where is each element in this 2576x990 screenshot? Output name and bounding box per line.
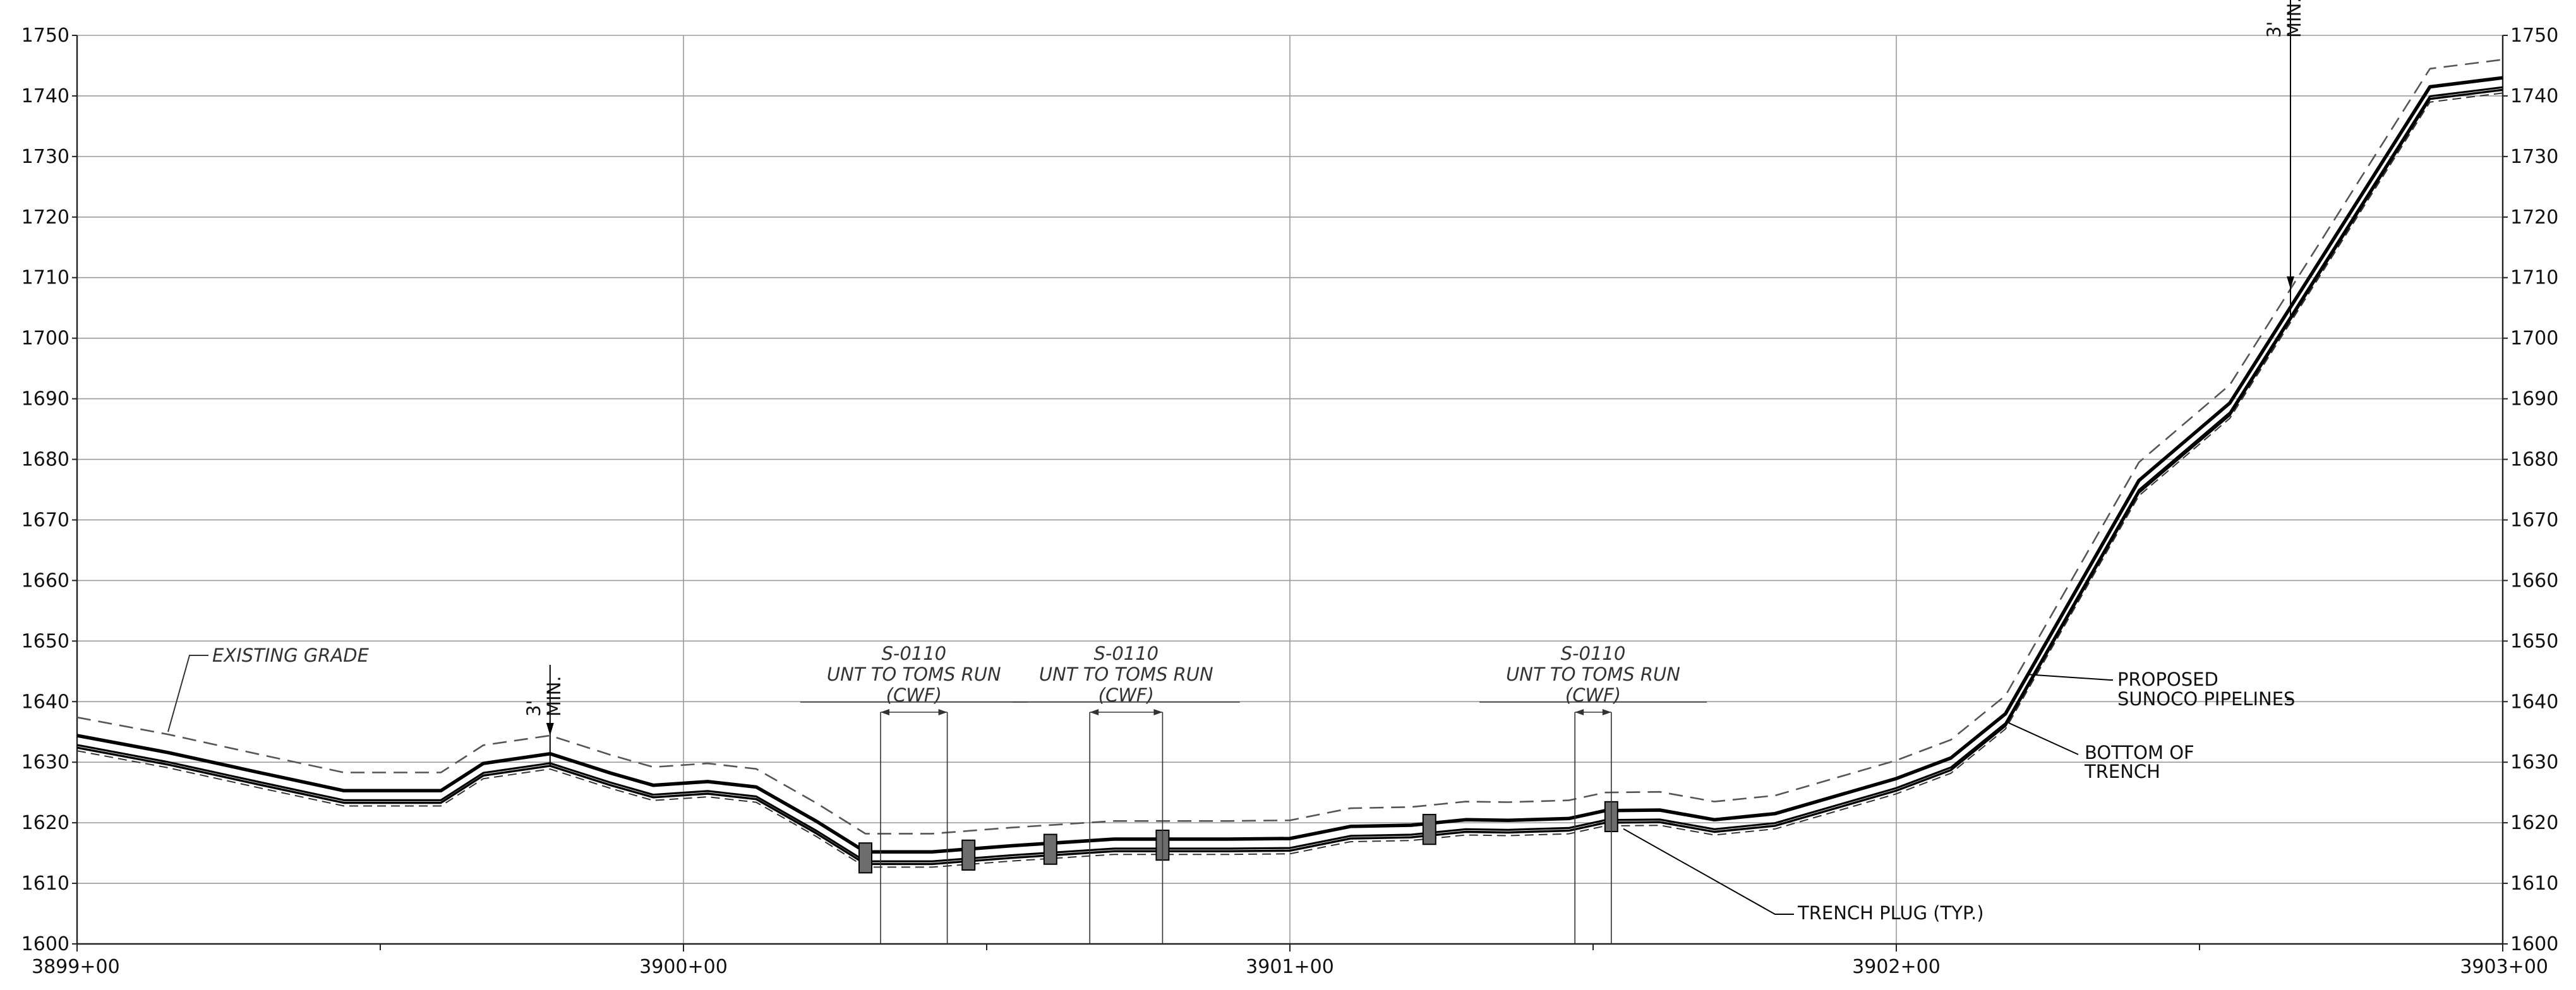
y-tick-label-right: 1710 [2510,267,2558,289]
y-tick-label-right: 1700 [2510,328,2558,350]
trench-plug [1422,814,1436,845]
trench-plug [961,839,976,871]
trench-plug [1043,833,1057,865]
proposed-leader [2026,674,2113,681]
y-tick-label-left: 1650 [21,630,69,652]
bottom-of-trench-label-line2: TRENCH [2084,761,2160,782]
y-tick-label-right: 1750 [2510,25,2558,47]
arrowhead [1153,709,1163,715]
crossing-class: (CWF) [886,684,942,706]
y-tick-label-left: 1620 [21,812,69,834]
crossing-id: S-0110 [881,643,946,664]
crossing-id: S-0110 [1093,643,1159,664]
arrowhead [2287,276,2294,289]
x-tick-label: 3901+00 [1246,956,1334,978]
arrowhead [1575,709,1584,715]
profile-lines [76,59,2503,874]
y-tick-label-right: 1660 [2510,570,2558,592]
bottom-of-trench-dashed [76,92,2503,868]
arrowhead [938,709,948,715]
crossing-name: UNT TO TOMS RUN [827,664,1001,685]
bottom-of-trench-label-line1: BOTTOM OF [2085,742,2194,763]
y-tick-label-left: 1710 [21,267,69,289]
existing-grade-line [76,59,2503,835]
x-tick-label: 3902+00 [1852,956,1941,978]
y-tick-label-right: 1670 [2510,509,2558,531]
existing-grade-label: EXISTING GRADE [212,645,370,666]
proposed-label-line1: PROPOSED [2117,669,2218,690]
x-tick-label: 3903+00 [2460,956,2548,978]
y-tick-label-right: 1630 [2510,751,2558,773]
y-tick-label-right: 1600 [2510,933,2558,955]
y-tick-label-right: 1740 [2510,85,2558,107]
trench-plug [858,842,872,874]
y-tick-label-left: 1750 [21,25,69,47]
y-tick-label-left: 1730 [21,146,69,168]
y-tick-label-left: 1610 [21,873,69,895]
y-tick-label-right: 1690 [2510,388,2558,410]
proposed-pipeline-line [76,76,2503,854]
y-tick-label-right: 1650 [2510,630,2558,652]
y-tick-label-right: 1720 [2510,206,2558,229]
arrowhead [1602,709,1611,715]
cover-depth: 3' [523,700,545,717]
y-tick-label-left: 1700 [21,328,69,350]
cover-depth: 3' [2263,21,2285,38]
trench-plug-label: TRENCH PLUG (TYP.) [1797,902,1984,924]
crossing-name: UNT TO TOMS RUN [1506,664,1680,685]
crossing-name: UNT TO TOMS RUN [1039,664,1213,685]
crossing-class: (CWF) [1565,684,1621,706]
cover-note: 3'MIN. [2263,0,2305,38]
arrowhead [881,709,889,715]
y-tick-label-right: 1730 [2510,146,2558,168]
y-tick-label-left: 1640 [21,691,69,713]
bottom-leader [2008,722,2079,755]
crossing-class: (CWF) [1098,684,1154,706]
y-tick-label-right: 1640 [2510,691,2558,713]
existing-grade-leader [167,655,208,732]
y-tick-label-left: 1740 [21,85,69,107]
x-tick-label: 3900+00 [639,956,728,978]
axes: 1600 1600 1610 1610 1620 1620 1630 1630 1640 1640… [21,25,2559,978]
proposed-pipeline-line-lower [76,86,2503,862]
arrowhead [546,722,554,736]
cover-note: 3'MIN. [523,676,565,717]
y-tick-label-right: 1680 [2510,449,2558,471]
y-tick-label-left: 1680 [21,449,69,471]
proposed-label-line2: SUNOCO PIPELINES [2117,688,2295,710]
cover-min: MIN. [2284,0,2305,38]
bottom-of-trench-line [76,88,2503,866]
trench-plug-leader [1623,828,1794,915]
y-tick-label-left: 1630 [21,751,69,773]
y-tick-label-left: 1670 [21,509,69,531]
grid [76,35,2503,945]
crossing-id: S-0110 [1561,643,1626,664]
y-tick-label-right: 1620 [2510,812,2558,834]
y-tick-label-right: 1610 [2510,873,2558,895]
x-tick-label: 3899+00 [32,956,120,978]
arrowhead [1090,709,1099,715]
cover-min: MIN. [543,676,565,717]
y-tick-label-left: 1720 [21,206,69,229]
y-tick-label-left: 1660 [21,570,69,592]
y-tick-label-left: 1690 [21,388,69,410]
y-tick-label-left: 1600 [21,933,69,955]
